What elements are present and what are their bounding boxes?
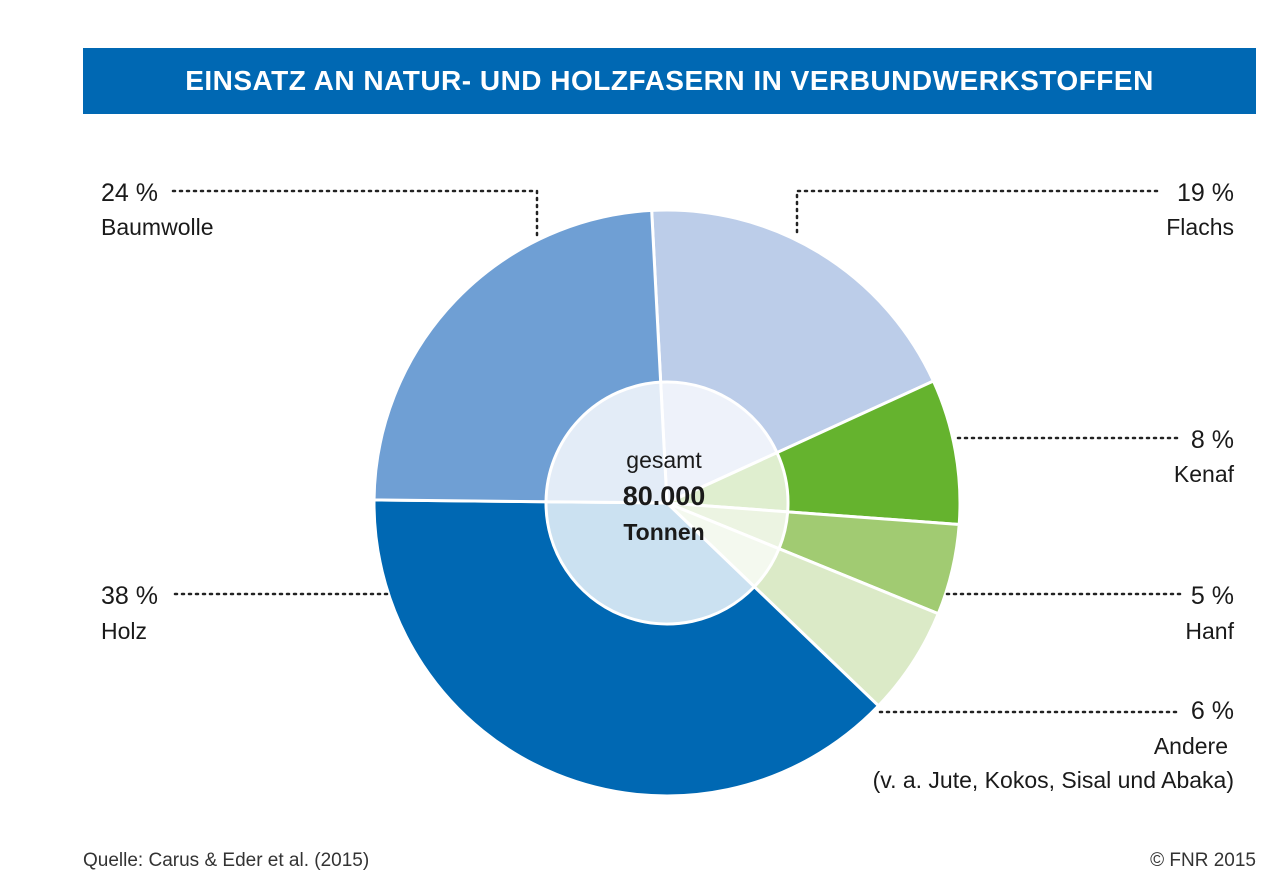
category-label-baumwolle: Baumwolle [101,214,214,240]
leader-flachs [795,189,1164,234]
category-sublabel-andere: (v. a. Jute, Kokos, Sisal und Abaka) [873,767,1234,793]
leader-lines [170,189,1182,714]
category-label-kenaf: Kenaf [1174,461,1235,487]
value-label-baumwolle: 24 % [101,179,158,207]
value-label-flachs: 19 % [1177,179,1234,207]
value-label-hanf: 5 % [1191,582,1234,610]
category-label-andere: Andere [1154,733,1228,759]
center-unit: Tonnen [623,519,704,545]
chart-title-banner: EINSATZ AN NATUR- UND HOLZFASERN IN VERB… [83,48,1256,114]
slice-labels: 19 % Flachs 8 % Kenaf 5 % Hanf 6 % Andere (v. a.… [101,179,1235,793]
slice-inner-flachs [659,380,780,506]
slice-inner-holz [544,500,757,626]
chart-title: EINSATZ AN NATUR- UND HOLZFASERN IN VERB… [185,65,1154,96]
copyright-note: © FNR 2015 [1150,850,1256,871]
pie-center-disc [544,380,790,626]
center-label: gesamt [626,447,702,473]
value-label-holz: 38 % [101,582,158,610]
category-label-flachs: Flachs [1166,214,1234,240]
category-label-hanf: Hanf [1185,618,1234,644]
source-note: Quelle: Carus & Eder et al. (2015) [83,850,370,871]
value-label-kenaf: 8 % [1191,426,1234,454]
value-label-andere: 6 % [1191,697,1234,725]
leader-baumwolle [170,189,539,237]
center-value: 80.000 [623,481,706,511]
center-total: gesamt 80.000 Tonnen [623,447,706,545]
category-label-holz: Holz [101,618,147,644]
slice-inner-baumwolle [544,380,669,505]
slice-holz [372,498,881,798]
